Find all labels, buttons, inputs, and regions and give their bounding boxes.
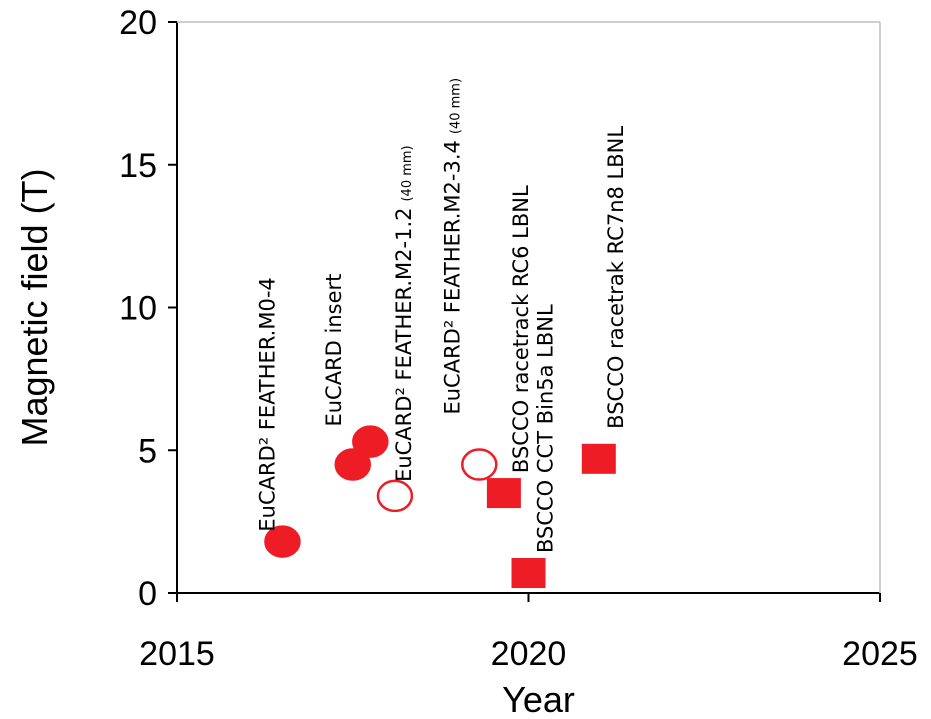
point-label-note: (40 mm) xyxy=(448,78,463,134)
square-point xyxy=(511,558,546,589)
y-tick-label: 15 xyxy=(119,147,157,185)
filled-circle-point xyxy=(352,425,389,458)
y-tick-label: 0 xyxy=(138,575,157,613)
x-tick-label: 2025 xyxy=(842,635,918,673)
filled-circle-point xyxy=(334,448,371,481)
y-axis-title: Magnetic field (T) xyxy=(14,168,55,446)
y-tick-label: 20 xyxy=(119,4,157,42)
data-points xyxy=(264,425,616,589)
open-circle-point xyxy=(376,479,414,513)
point-label: EuCARD² FEATHER.M2-1.2 (40 mm) xyxy=(392,145,416,482)
point-label-text: BSCCO racetrack RC6 LBNL xyxy=(509,185,533,473)
x-axis-title: Year xyxy=(502,679,575,719)
point-labels: EuCARD² FEATHER.M0-4 EuCARD insert EuCARD²… xyxy=(255,78,627,553)
x-tick-label: 2015 xyxy=(139,635,215,673)
y-tick-label: 10 xyxy=(119,290,157,328)
point-label-text: EuCARD² FEATHER.M2-3.4 xyxy=(440,140,464,414)
square-point xyxy=(581,443,616,474)
point-label-text: BSCCO racetrak RC7n8 LBNL xyxy=(604,126,628,429)
open-circle-point xyxy=(461,448,498,481)
point-label: EuCARD² FEATHER.M2-3.4 (40 mm) xyxy=(440,78,464,415)
y-tick-label: 5 xyxy=(138,432,157,470)
point-label-text: EuCARD² FEATHER.M2-1.2 xyxy=(392,208,416,482)
point-label-note: (40 mm) xyxy=(400,145,415,201)
filled-circle-point xyxy=(264,525,301,558)
x-tick-label: 2020 xyxy=(491,635,567,673)
square-point xyxy=(486,478,521,509)
point-label: BSCCO racetrak RC7n8 LBNL xyxy=(604,126,628,429)
point-label: EuCARD² FEATHER.M0-4 xyxy=(255,277,279,531)
point-label: BSCCO racetrack RC6 LBNL xyxy=(509,185,533,473)
point-label: EuCARD insert xyxy=(322,274,346,427)
point-label: BSCCO CCT Bin5a LBNL xyxy=(534,304,558,553)
point-label-text: BSCCO CCT Bin5a LBNL xyxy=(534,304,558,553)
ticks: 0 5 10 15 20 2015 2020 2025 xyxy=(119,4,918,673)
point-label-text: EuCARD² FEATHER.M0-4 xyxy=(255,277,279,531)
point-label-text: EuCARD insert xyxy=(322,274,346,427)
